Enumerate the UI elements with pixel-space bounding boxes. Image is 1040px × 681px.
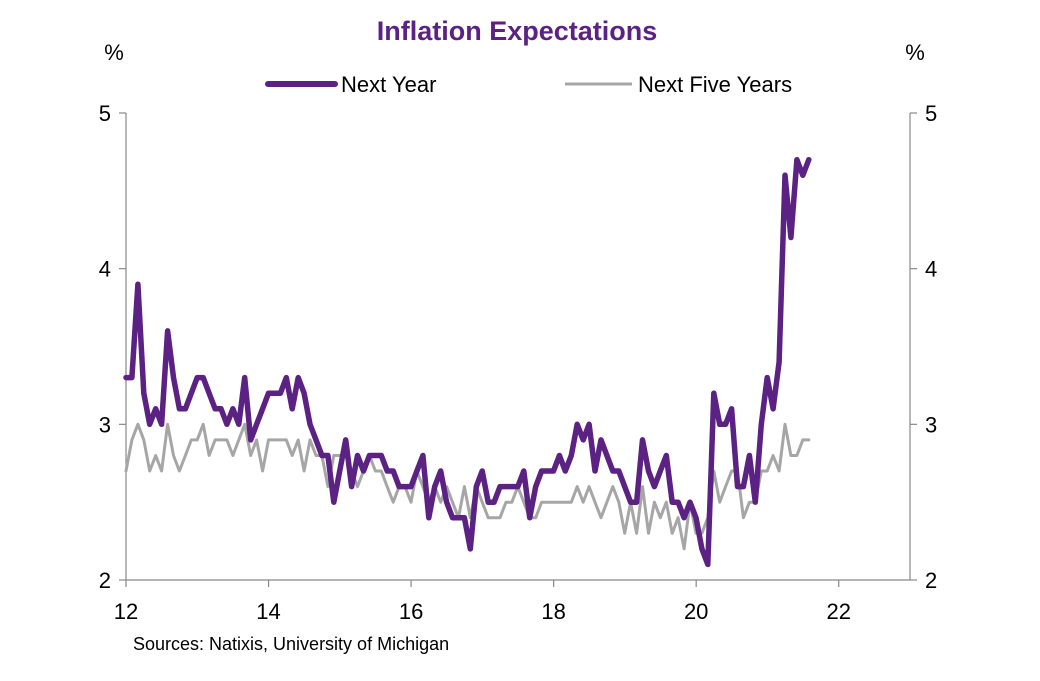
legend: Next Year Next Five Years bbox=[265, 72, 792, 97]
x-tick-label: 18 bbox=[541, 599, 565, 624]
series-layer bbox=[123, 156, 812, 568]
y-tick-label-left: 3 bbox=[99, 412, 111, 437]
x-tick-label: 14 bbox=[256, 599, 280, 624]
x-tick-label: 20 bbox=[684, 599, 708, 624]
x-tick-label: 22 bbox=[826, 599, 850, 624]
legend-label-next-year: Next Year bbox=[341, 72, 436, 97]
legend-label-next-five-years: Next Five Years bbox=[638, 72, 792, 97]
x-tick-label: 12 bbox=[114, 599, 138, 624]
chart-title: Inflation Expectations bbox=[377, 16, 658, 46]
y-tick-label-right: 3 bbox=[925, 412, 937, 437]
series-line-next-year bbox=[123, 156, 812, 568]
y-tick-label-right: 2 bbox=[925, 568, 937, 593]
x-tick-label: 16 bbox=[399, 599, 423, 624]
right-unit-label: % bbox=[905, 40, 925, 65]
y-tick-label-right: 4 bbox=[925, 257, 937, 282]
y-tick-label-left: 5 bbox=[99, 101, 111, 126]
source-note: Sources: Natixis, University of Michigan bbox=[133, 634, 449, 654]
axes: 2 23 34 45 512 14 16 18 20 22 bbox=[99, 101, 938, 624]
series-line-next-five-years bbox=[124, 422, 811, 551]
y-tick-label-left: 4 bbox=[99, 257, 111, 282]
y-tick-label-left: 2 bbox=[99, 568, 111, 593]
left-unit-label: % bbox=[104, 40, 124, 65]
y-tick-label-right: 5 bbox=[925, 101, 937, 126]
